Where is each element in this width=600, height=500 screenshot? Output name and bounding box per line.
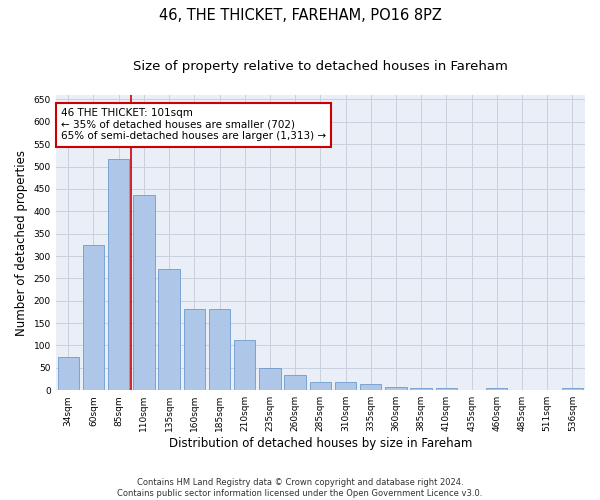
- Bar: [209, 309, 230, 390]
- Bar: [184, 309, 205, 390]
- Bar: [58, 356, 79, 390]
- Bar: [436, 388, 457, 390]
- Bar: [108, 158, 130, 390]
- Bar: [360, 384, 382, 390]
- Bar: [385, 386, 407, 390]
- Bar: [133, 194, 155, 390]
- Text: 46, THE THICKET, FAREHAM, PO16 8PZ: 46, THE THICKET, FAREHAM, PO16 8PZ: [158, 8, 442, 22]
- Y-axis label: Number of detached properties: Number of detached properties: [15, 150, 28, 336]
- Bar: [259, 368, 281, 390]
- Bar: [284, 374, 306, 390]
- Bar: [158, 268, 180, 390]
- Bar: [83, 245, 104, 390]
- Bar: [410, 388, 432, 390]
- Bar: [562, 388, 583, 390]
- Bar: [234, 340, 256, 390]
- Text: Contains HM Land Registry data © Crown copyright and database right 2024.
Contai: Contains HM Land Registry data © Crown c…: [118, 478, 482, 498]
- Bar: [486, 388, 508, 390]
- Title: Size of property relative to detached houses in Fareham: Size of property relative to detached ho…: [133, 60, 508, 73]
- X-axis label: Distribution of detached houses by size in Fareham: Distribution of detached houses by size …: [169, 437, 472, 450]
- Bar: [310, 382, 331, 390]
- Bar: [335, 382, 356, 390]
- Text: 46 THE THICKET: 101sqm
← 35% of detached houses are smaller (702)
65% of semi-de: 46 THE THICKET: 101sqm ← 35% of detached…: [61, 108, 326, 142]
